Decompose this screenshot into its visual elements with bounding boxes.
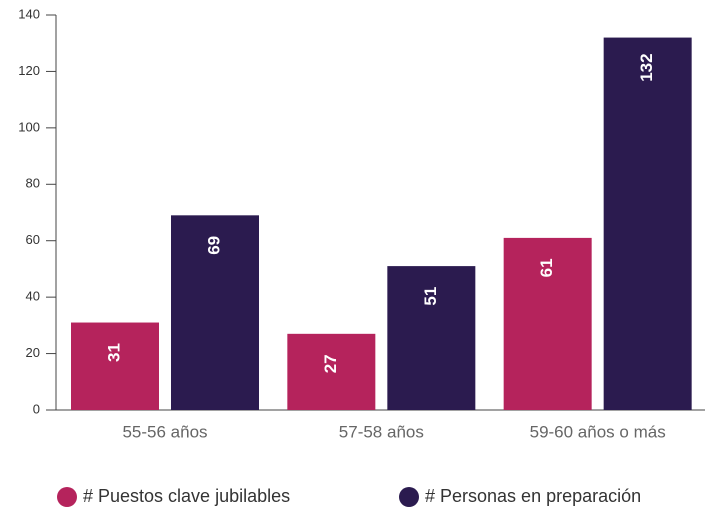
value-label: 69 (204, 236, 223, 255)
x-tick-label: 59-60 años o más (530, 422, 666, 441)
legend-label: # Personas en preparación (425, 486, 641, 506)
bar (603, 37, 692, 410)
y-tick-label: 60 (26, 232, 40, 247)
x-tick-label: 55-56 años (122, 422, 207, 441)
y-tick-label: 100 (18, 119, 40, 134)
bar (503, 237, 592, 410)
y-tick-label: 20 (26, 345, 40, 360)
value-label: 51 (421, 287, 440, 306)
y-tick-label: 0 (33, 401, 40, 416)
bar (387, 266, 476, 410)
y-tick-label: 80 (26, 176, 40, 191)
value-label: 31 (104, 343, 123, 362)
value-label: 61 (537, 258, 556, 277)
x-tick-label: 57-58 años (339, 422, 424, 441)
y-tick-label: 120 (18, 63, 40, 78)
legend-swatch (57, 487, 77, 507)
value-label: 132 (637, 53, 656, 81)
legend-swatch (399, 487, 419, 507)
bar (171, 215, 259, 410)
bar (71, 322, 159, 410)
bar (287, 333, 376, 410)
y-tick-label: 140 (18, 6, 40, 21)
y-tick-label: 40 (26, 289, 40, 304)
value-label: 27 (321, 354, 340, 373)
legend-label: # Puestos clave jubilables (83, 486, 290, 506)
